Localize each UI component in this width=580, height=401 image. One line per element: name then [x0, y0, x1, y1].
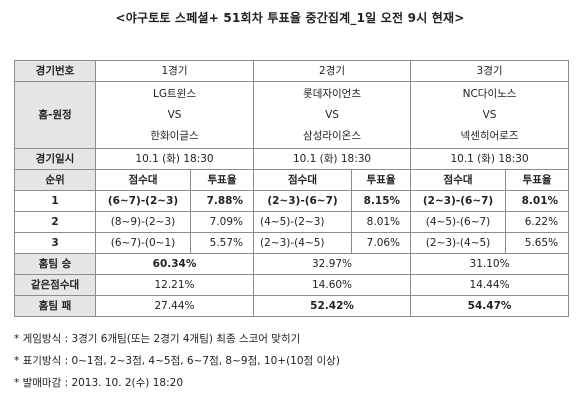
rank-number: 1 [14, 190, 96, 212]
game-1-number: 1경기 [94, 60, 255, 82]
label-game-number: 경기번호 [14, 60, 96, 82]
game-3-same-score: 14.44% [410, 274, 570, 296]
game-3-away-team: 넥센히어로즈 [460, 129, 519, 142]
game-2-rate-header: 투표율 [351, 169, 412, 191]
game-2-date: 10.1 (화) 18:30 [253, 148, 412, 170]
note-notation: * 표기방식 : 0~1점, 2~3점, 4~5점, 6~7점, 8~9점, 1… [14, 355, 340, 367]
game-2-home-team: 롯데자이언츠 [303, 87, 361, 100]
note-sales-deadline: * 발매마감 : 2013. 10. 2(수) 18:20 [14, 377, 184, 389]
game-1-home-win: 60.34% [94, 253, 255, 275]
game-2-away-team: 삼성라이온스 [303, 129, 361, 142]
label-game-date: 경기일시 [14, 148, 96, 170]
game-2-number: 2경기 [253, 60, 412, 82]
game-3-teams: NC다이노스 VS 넥센히어로즈 [410, 81, 570, 149]
game-3-rank-3-rate: 5.65% [505, 232, 570, 254]
game-1-home-team: LG트윈스 [153, 87, 196, 100]
game-2-score-header: 점수대 [253, 169, 353, 191]
game-3-rate-header: 투표율 [505, 169, 570, 191]
game-3-home-win: 31.10% [410, 253, 570, 275]
table-row: 2 (8~9)-(2~3) 7.09% (4~5)-(2~3) 8.01% (4… [14, 211, 570, 233]
game-1-rank-2-rate: 7.09% [189, 211, 255, 233]
page-title: <야구토토 스페셜+ 51회차 투표율 중간집계_1일 오전 9시 현재> [115, 11, 465, 25]
row-game-number: 경기번호 1경기 2경기 3경기 [14, 60, 570, 82]
game-1-same-score: 12.21% [94, 274, 255, 296]
game-2-rank-3-score: (2~3)-(4~5) [253, 232, 353, 254]
game-1-score-header: 점수대 [95, 169, 191, 191]
game-1-rate-header: 투표율 [189, 169, 255, 191]
label-same-score: 같은점수대 [14, 274, 96, 296]
row-home-away: 홈-원정 LG트윈스 VS 한화이글스 롯데자이언츠 VS 삼성라이온스 NC다… [14, 81, 570, 149]
game-1-vs: VS [167, 108, 182, 121]
game-3-number: 3경기 [410, 60, 570, 82]
game-3-rank-1-score: (2~3)-(6~7) [410, 190, 507, 212]
game-2-vs: VS [325, 108, 339, 121]
game-2-rank-3-rate: 7.06% [351, 232, 412, 254]
game-2-home-win: 32.97% [253, 253, 412, 275]
game-1-date: 10.1 (화) 18:30 [94, 148, 255, 170]
game-1-rank-3-rate: 5.57% [189, 232, 255, 254]
game-1-rank-1-score: (6~7)-(2~3) [95, 190, 191, 212]
game-1-rank-3-score: (6~7)-(0~1) [95, 232, 191, 254]
game-3-score-header: 점수대 [410, 169, 507, 191]
footnotes: * 게임방식 : 3경기 6개팀(또는 2경기 4개팀) 최종 스코어 맞히기 … [14, 328, 568, 394]
game-1-rank-1-rate: 7.88% [189, 190, 255, 212]
game-1-home-loss: 27.44% [94, 295, 255, 317]
game-3-rank-1-rate: 8.01% [505, 190, 570, 212]
label-rank: 순위 [14, 169, 96, 191]
row-same-score: 같은점수대 12.21% 14.60% 14.44% [14, 274, 570, 296]
label-home-win: 홈팀 승 [14, 253, 96, 275]
game-2-rank-2-rate: 8.01% [351, 211, 412, 233]
game-3-rank-2-rate: 6.22% [505, 211, 570, 233]
rank-number: 2 [14, 211, 96, 233]
game-3-rank-2-score: (4~5)-(6~7) [410, 211, 507, 233]
game-1-teams: LG트윈스 VS 한화이글스 [94, 81, 255, 149]
game-3-home-team: NC다이노스 [462, 87, 517, 100]
game-1-away-team: 한화이글스 [150, 129, 199, 142]
game-2-rank-1-rate: 8.15% [351, 190, 412, 212]
game-2-home-loss: 52.42% [253, 295, 412, 317]
game-2-rank-1-score: (2~3)-(6~7) [253, 190, 353, 212]
game-2-same-score: 14.60% [253, 274, 412, 296]
row-home-loss: 홈팀 패 27.44% 52.42% 54.47% [14, 295, 570, 317]
table-row: 1 (6~7)-(2~3) 7.88% (2~3)-(6~7) 8.15% (2… [14, 190, 570, 212]
vote-rate-table: 경기번호 1경기 2경기 3경기 홈-원정 LG트윈스 VS 한화이글스 롯데자… [14, 60, 570, 317]
rank-number: 3 [14, 232, 96, 254]
label-home-loss: 홈팀 패 [14, 295, 96, 317]
game-2-teams: 롯데자이언츠 VS 삼성라이온스 [253, 81, 412, 149]
row-game-date: 경기일시 10.1 (화) 18:30 10.1 (화) 18:30 10.1 … [14, 148, 570, 170]
label-home-away: 홈-원정 [14, 81, 96, 149]
game-3-home-loss: 54.47% [410, 295, 570, 317]
game-3-rank-3-score: (2~3)-(4~5) [410, 232, 507, 254]
game-1-rank-2-score: (8~9)-(2~3) [95, 211, 191, 233]
game-2-rank-2-score: (4~5)-(2~3) [253, 211, 353, 233]
game-3-date: 10.1 (화) 18:30 [410, 148, 570, 170]
table-row: 3 (6~7)-(0~1) 5.57% (2~3)-(4~5) 7.06% (2… [14, 232, 570, 254]
row-rank-header: 순위 점수대 투표율 점수대 투표율 점수대 투표율 [14, 169, 570, 191]
note-game-method: * 게임방식 : 3경기 6개팀(또는 2경기 4개팀) 최종 스코어 맞히기 [14, 333, 301, 345]
row-home-win: 홈팀 승 60.34% 32.97% 31.10% [14, 253, 570, 275]
game-3-vs: VS [482, 108, 497, 121]
